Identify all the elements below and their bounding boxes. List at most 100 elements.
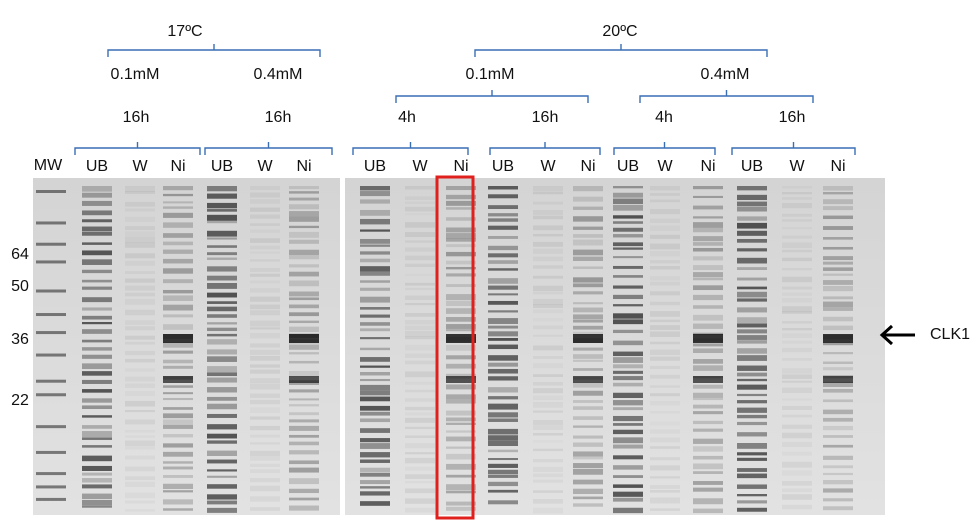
gel-band: [613, 392, 643, 399]
gel-band: [782, 306, 812, 313]
gel-band: [823, 191, 853, 195]
gel-band: [207, 230, 237, 237]
gel-band: [36, 289, 66, 293]
gel-band: [360, 486, 390, 489]
gel-band: [737, 201, 767, 207]
gel-band: [782, 227, 812, 229]
gel-band: [405, 371, 435, 378]
gel-band: [613, 294, 643, 300]
gel-band: [250, 310, 280, 316]
marker-size: 22: [11, 392, 29, 409]
gel-band: [693, 222, 723, 228]
gel-band: [693, 285, 723, 291]
gel-band: [488, 387, 518, 393]
gel-band: [125, 440, 155, 447]
gel-band: [573, 463, 603, 469]
gel-band: [823, 435, 853, 438]
gel-band: [737, 257, 767, 264]
gel-band: [36, 425, 66, 429]
gel-band: [650, 393, 680, 397]
gel-band: [533, 410, 563, 413]
gel-band: [289, 254, 319, 260]
gel-band: [360, 337, 390, 340]
gel-band: [163, 443, 193, 448]
gel-band: [360, 472, 390, 477]
gel-band: [125, 481, 155, 487]
gel-band: [573, 302, 603, 305]
gel-band: [693, 376, 723, 383]
gel-band: [613, 319, 643, 325]
gel-band: [360, 271, 390, 276]
gel-band: [693, 411, 723, 415]
gel-band: [782, 347, 812, 353]
gel-band: [533, 440, 563, 443]
gel-band: [693, 348, 723, 353]
gel-band: [533, 325, 563, 330]
gel-band: [782, 380, 812, 383]
gel-band: [737, 186, 767, 191]
gel-band: [163, 314, 193, 318]
gel-band: [405, 255, 435, 261]
gel-band: [573, 249, 603, 256]
gel-band: [573, 425, 603, 428]
gel-band: [782, 341, 812, 344]
gel-band: [36, 331, 66, 335]
gel-band: [533, 275, 563, 279]
gel-band: [613, 423, 643, 426]
gel-band: [533, 508, 563, 514]
gel-band: [250, 288, 280, 293]
gel-band: [446, 399, 476, 404]
gel-band: [163, 279, 193, 284]
gel-band: [125, 493, 155, 499]
gel-band: [125, 435, 155, 437]
gel-band: [82, 371, 112, 376]
gel-band: [650, 476, 680, 479]
gel-band: [613, 437, 643, 444]
gel-band: [360, 467, 390, 472]
gel-band: [533, 388, 563, 394]
gel-band: [207, 322, 237, 325]
gel-band: [488, 463, 518, 468]
gel-band: [446, 324, 476, 329]
gel-band: [289, 505, 319, 511]
gel-band: [446, 294, 476, 301]
gel-band: [125, 419, 155, 425]
gel-band: [488, 428, 518, 435]
gel-band: [163, 186, 193, 191]
gel-band: [125, 217, 155, 222]
gel-band: [737, 298, 767, 302]
gel-band: [82, 269, 112, 274]
gel-band: [82, 478, 112, 483]
gel-band: [613, 234, 643, 238]
gel-band: [693, 205, 723, 210]
gel-band: [488, 412, 518, 418]
gel-band: [613, 382, 643, 387]
gel-band: [163, 241, 193, 246]
gel-band: [207, 257, 237, 260]
gel-band: [289, 239, 319, 244]
gel-band: [613, 242, 643, 247]
gel-band: [823, 409, 853, 415]
gel-band: [823, 334, 853, 343]
gel-band: [613, 429, 643, 435]
gel-band: [823, 376, 853, 383]
gel-band: [533, 233, 563, 237]
gel-band: [613, 370, 643, 374]
gel-band: [533, 374, 563, 377]
gel-band: [405, 382, 435, 385]
gel-band: [737, 407, 767, 413]
gel-band: [82, 279, 112, 283]
gel-band: [650, 199, 680, 203]
gel-band: [533, 201, 563, 205]
gel-band: [163, 499, 193, 505]
gel-band: [782, 398, 812, 400]
gel-band: [737, 307, 767, 313]
gel-band: [163, 397, 193, 401]
gel-band: [125, 476, 155, 480]
gel-band: [693, 365, 723, 371]
gel-band: [289, 186, 319, 190]
gel-band: [737, 421, 767, 426]
gel-band: [823, 215, 853, 220]
gel-band: [360, 480, 390, 485]
gel-band: [289, 412, 319, 416]
